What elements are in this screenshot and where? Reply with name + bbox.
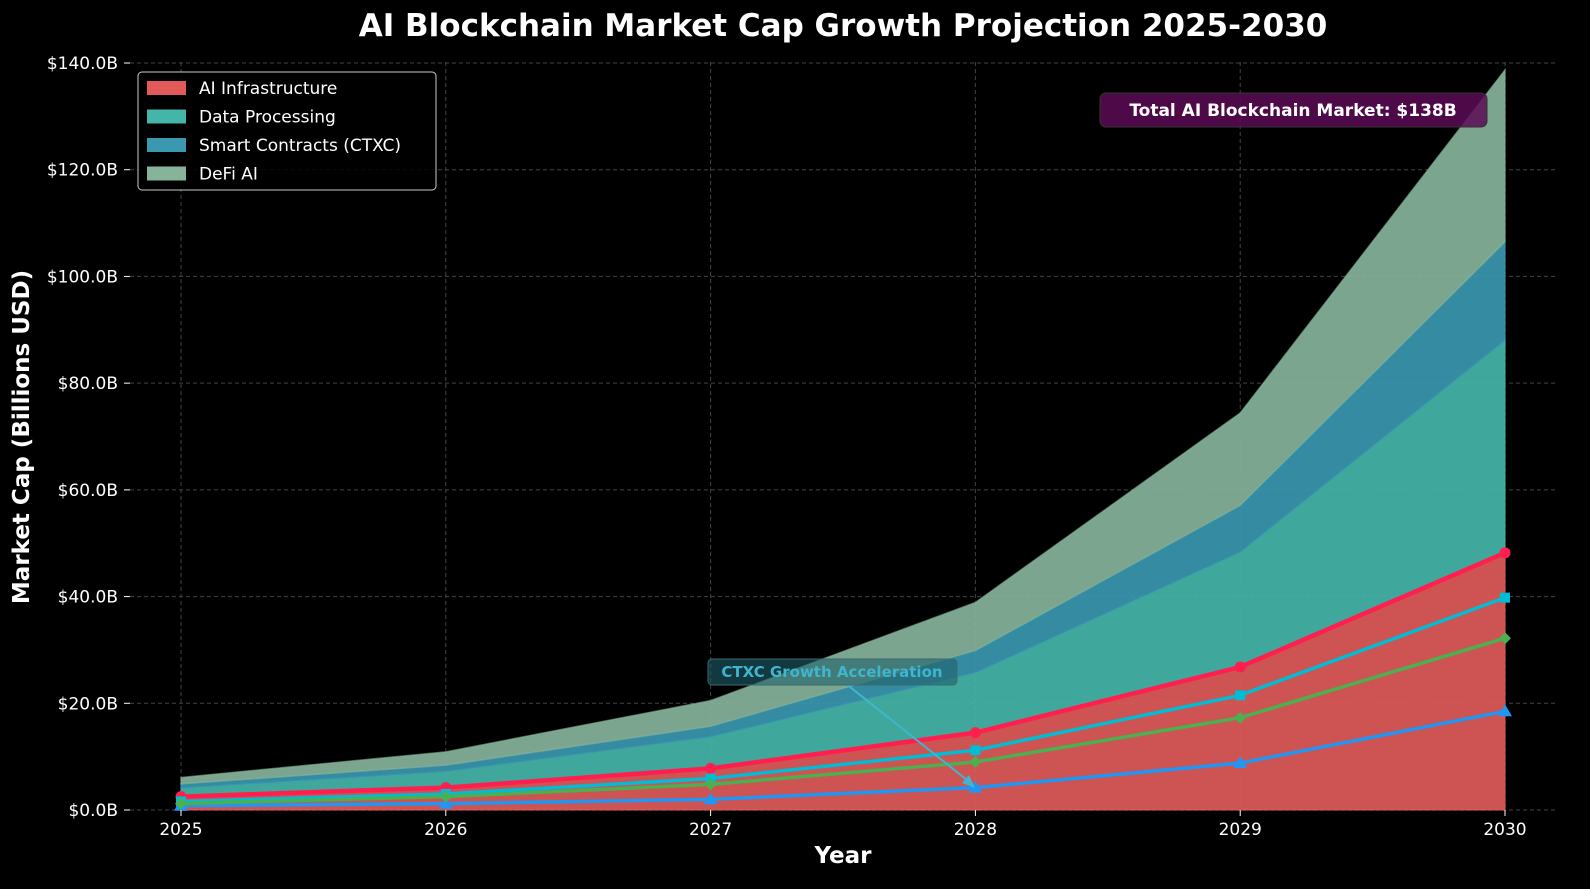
marker-data-processing — [1235, 690, 1246, 701]
marker-smart-contracts-ctxc — [703, 792, 718, 805]
y-tick-label: $140.0B — [47, 54, 118, 74]
y-axis-ticks: $0.0B $20.0B $40.0B $60.0B $80.0B $100.0B $120… — [47, 54, 130, 821]
marker-defi-ai — [969, 755, 982, 768]
legend-swatch — [147, 166, 186, 181]
marker-data-processing — [970, 745, 981, 756]
marker-defi-ai — [439, 790, 452, 803]
marker-smart-contracts-ctxc — [1233, 756, 1248, 769]
marker-defi-ai — [1499, 632, 1511, 645]
x-axis-ticks: 2025 2026 2027 2028 2029 2030 — [159, 810, 1527, 840]
marker-ai-infrastructure — [1234, 661, 1246, 673]
chart-title: AI Blockchain Market Cap Growth Projecti… — [359, 8, 1328, 44]
marker-ai-infrastructure — [1499, 547, 1511, 559]
ctxc-annotation-arrow — [844, 682, 973, 785]
legend-swatch — [147, 109, 186, 124]
ctxc-annotation-label: CTXC Growth Acceleration — [721, 663, 942, 681]
marker-defi-ai — [1234, 711, 1247, 724]
x-tick-label: 2029 — [1219, 820, 1262, 840]
ctxc-annotation: CTXC Growth Acceleration — [707, 658, 975, 788]
x-axis-label: Year — [813, 843, 872, 869]
marker-defi-ai — [704, 778, 717, 791]
y-axis-label: Market Cap (Billions USD) — [9, 270, 35, 604]
x-tick-label: 2027 — [689, 820, 732, 840]
legend-label: AI Infrastructure — [199, 79, 337, 99]
y-tick-label: $100.0B — [47, 267, 118, 287]
line-smart-contracts-ctxc — [180, 709, 1506, 808]
marker-smart-contracts-ctxc — [1498, 704, 1512, 717]
legend-label: Data Processing — [199, 108, 336, 128]
legend-label: DeFi AI — [199, 165, 258, 185]
line-ai-infrastructure — [180, 550, 1506, 799]
ctxc-annotation-arrowhead — [962, 775, 975, 788]
legend-label: Smart Contracts (CTXC) — [199, 136, 401, 156]
y-tick-label: $120.0B — [47, 161, 118, 181]
marker-ai-infrastructure — [705, 762, 717, 774]
legend-swatch — [147, 138, 186, 152]
total-market-label: Total AI Blockchain Market: $138B — [1129, 101, 1456, 121]
legend: AI Infrastructure Data Processing Smart Co… — [137, 71, 437, 191]
marker-smart-contracts-ctxc — [968, 780, 983, 793]
line-data-processing — [180, 595, 1506, 804]
area-defi-ai — [180, 67, 1506, 785]
x-tick-label: 2028 — [954, 820, 997, 840]
y-tick-label: $60.0B — [58, 481, 118, 501]
x-tick-label: 2030 — [1483, 820, 1526, 840]
y-tick-label: $40.0B — [58, 588, 118, 608]
line-defi-ai — [180, 636, 1506, 806]
marker-data-processing — [1500, 592, 1510, 603]
total-market-annotation: Total AI Blockchain Market: $138B — [1099, 92, 1488, 128]
y-tick-label: $0.0B — [68, 801, 118, 821]
x-tick-label: 2026 — [424, 820, 467, 840]
legend-swatch — [147, 81, 186, 95]
series-lines — [174, 547, 1512, 811]
marker-defi-ai — [175, 797, 187, 810]
y-tick-label: $20.0B — [58, 694, 118, 714]
y-tick-label: $80.0B — [58, 374, 118, 394]
marker-ai-infrastructure — [969, 727, 981, 739]
x-tick-label: 2025 — [159, 820, 202, 840]
